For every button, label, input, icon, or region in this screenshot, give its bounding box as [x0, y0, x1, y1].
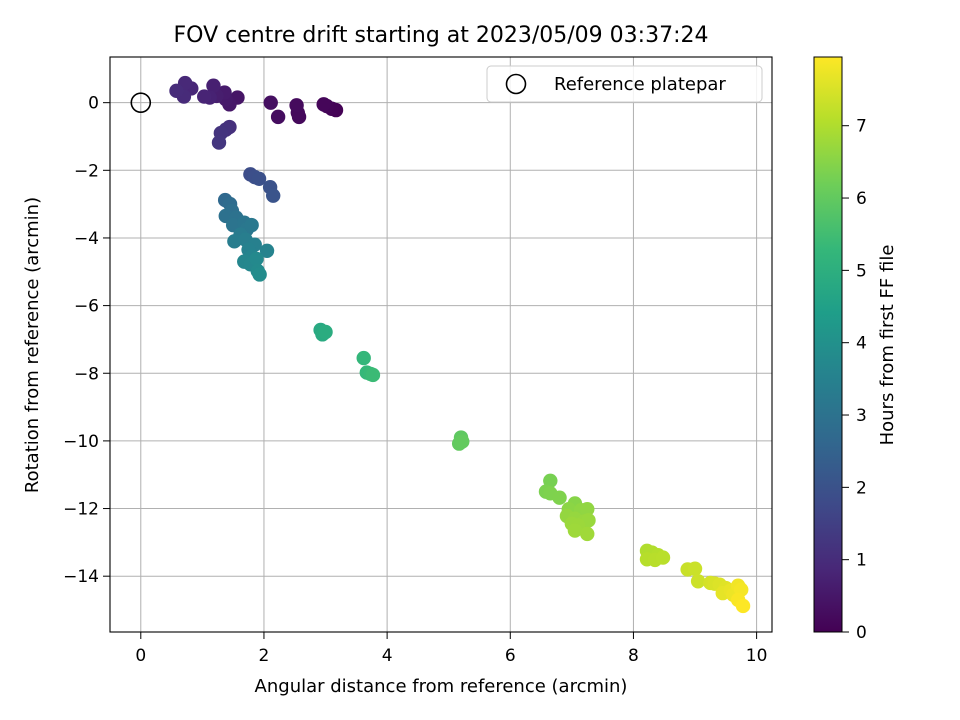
y-tick-label: −4 — [74, 229, 99, 249]
colorbar-tick-label: 1 — [856, 551, 867, 571]
data-point — [455, 434, 470, 449]
colorbar-gradient — [813, 56, 843, 633]
legend: Reference platepar — [486, 65, 763, 103]
plot-area — [109, 56, 773, 633]
y-axis-label: Rotation from reference (arcmin) — [22, 197, 43, 493]
plot-frame — [109, 56, 773, 633]
x-axis-label: Angular distance from reference (arcmin) — [255, 676, 628, 697]
y-tick-label: −14 — [63, 567, 99, 587]
x-tick-label: 4 — [382, 646, 393, 666]
data-point — [265, 188, 281, 203]
x-tick-label: 8 — [628, 646, 639, 666]
data-point — [259, 243, 275, 259]
data-point — [251, 171, 267, 186]
colorbar-tick-label: 0 — [856, 623, 867, 643]
data-point — [263, 95, 278, 110]
legend-box — [486, 65, 763, 103]
data-point — [211, 135, 227, 150]
colorbar-label: Hours from first FF file — [877, 245, 898, 446]
x-tick-label: 2 — [259, 646, 270, 666]
y-tick-label: −2 — [74, 161, 99, 181]
y-axis-ticks: 0 −2 −4 −6 −8 −10 −12 −14 — [63, 94, 110, 587]
data-point — [690, 574, 706, 589]
colorbar-tick-label: 4 — [856, 334, 867, 354]
y-tick-label: 0 — [88, 94, 99, 114]
y-tick-label: −10 — [63, 432, 99, 452]
data-point — [318, 324, 333, 340]
data-point — [567, 523, 583, 538]
data-point — [169, 83, 184, 99]
data-point — [289, 98, 304, 113]
data-point — [270, 109, 286, 125]
data-point — [580, 502, 595, 517]
data-points — [169, 75, 751, 614]
data-point — [543, 473, 558, 489]
y-tick-label: −12 — [63, 500, 99, 520]
colorbar-tick-label: 7 — [856, 117, 867, 137]
data-point — [249, 251, 264, 267]
data-point — [580, 526, 595, 542]
data-point — [244, 217, 259, 233]
colorbar-ticks: 0 1 2 3 4 5 6 7 — [842, 117, 867, 643]
grid — [110, 57, 772, 632]
data-point — [735, 598, 751, 614]
data-point — [687, 561, 703, 576]
data-point — [252, 267, 267, 282]
data-point — [655, 550, 671, 565]
y-tick-label: −6 — [74, 297, 99, 317]
x-tick-label: 6 — [505, 646, 516, 666]
x-tick-label: 10 — [746, 646, 768, 666]
colorbar-tick-label: 2 — [856, 478, 867, 498]
reference-platepar-marker — [130, 92, 152, 113]
colorbar-tick-label: 3 — [856, 406, 867, 426]
data-point — [552, 490, 567, 505]
plot-background — [110, 57, 772, 632]
data-point — [356, 350, 371, 366]
x-tick-label: 0 — [135, 646, 146, 666]
data-point — [316, 97, 331, 112]
colorbar: 0 1 2 3 4 5 6 7 Hours from first FF file — [813, 56, 898, 643]
colorbar-tick-label: 5 — [856, 261, 867, 281]
legend-entry-reference: Reference platepar — [554, 74, 726, 95]
y-tick-label: −8 — [74, 364, 99, 384]
colorbar-tick-label: 6 — [856, 189, 867, 209]
chart-title: FOV centre drift starting at 2023/05/09 … — [174, 23, 709, 48]
legend-reference-icon — [505, 73, 527, 95]
data-point — [365, 367, 381, 383]
x-axis-ticks: 0 2 4 6 8 10 — [135, 632, 767, 666]
data-point — [227, 234, 242, 249]
data-point — [206, 78, 221, 93]
data-point — [197, 89, 212, 104]
